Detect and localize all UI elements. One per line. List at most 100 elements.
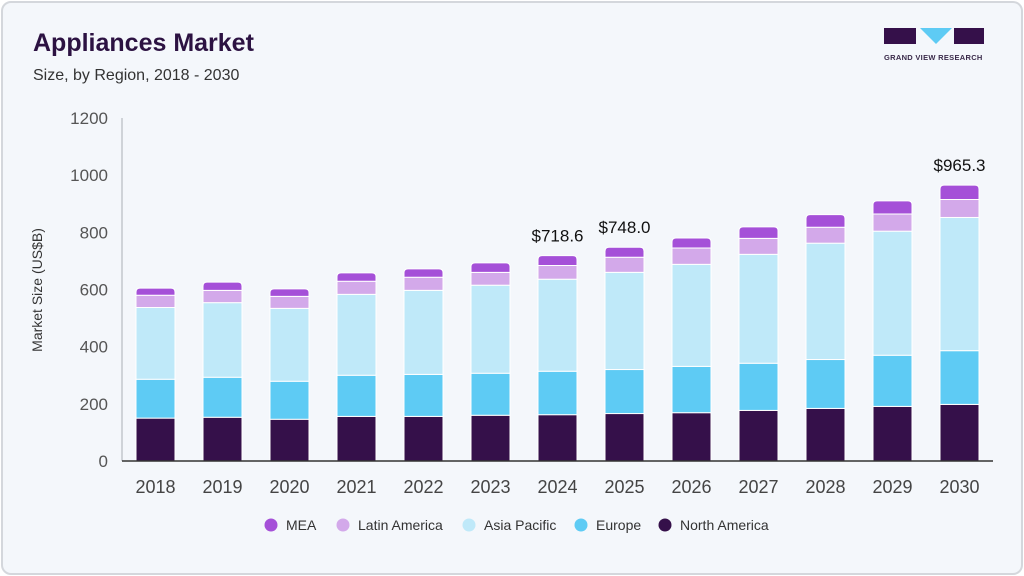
- bar-segment-mea: [805, 214, 846, 228]
- y-tick-label: 800: [80, 223, 108, 242]
- bar-segment-europe: [738, 362, 779, 411]
- bar-segment-north-america: [269, 418, 310, 462]
- logo-mark-icon: [884, 28, 984, 44]
- bar-segment-latin-america: [738, 237, 779, 255]
- bar-segment-mea: [135, 287, 176, 296]
- bar-segment-latin-america: [470, 271, 511, 286]
- bar-segment-asia-pacific: [202, 302, 243, 378]
- x-tick-label: 2030: [939, 477, 979, 497]
- y-axis-label: Market Size (US$B): [29, 228, 45, 352]
- bar-segment-north-america: [872, 405, 913, 462]
- bar-segment-europe: [135, 378, 176, 419]
- bar-segment-asia-pacific: [269, 307, 310, 382]
- bar-segment-europe: [336, 374, 377, 417]
- y-tick-label: 600: [80, 281, 108, 300]
- y-tick-label: 0: [99, 452, 108, 471]
- bar-segment-latin-america: [202, 289, 243, 304]
- bar-segment-north-america: [537, 414, 578, 462]
- y-tick-label: 1200: [70, 109, 108, 128]
- legend-swatch-asia-pacific: [462, 518, 476, 532]
- bar-segment-latin-america: [872, 213, 913, 232]
- bar-segment-europe: [872, 354, 913, 407]
- bar-segment-latin-america: [135, 294, 176, 309]
- legend-label: Europe: [596, 517, 641, 533]
- bar-segment-europe: [537, 370, 578, 416]
- x-tick-label: 2024: [537, 477, 577, 497]
- x-tick-label: 2027: [738, 477, 778, 497]
- legend-label: Asia Pacific: [484, 517, 556, 533]
- x-tick-label: 2026: [671, 477, 711, 497]
- bar-segment-mea: [269, 288, 310, 297]
- bar-segment-latin-america: [537, 264, 578, 280]
- bar-segment-latin-america: [671, 247, 712, 265]
- logo-text: GRAND VIEW RESEARCH: [884, 53, 983, 62]
- bar-segment-north-america: [604, 413, 645, 462]
- x-tick-label: 2018: [135, 477, 175, 497]
- chart-subtitle: Size, by Region, 2018 - 2030: [33, 67, 240, 84]
- bar-segment-mea: [537, 255, 578, 266]
- bar-segment-north-america: [738, 409, 779, 462]
- x-tick-label: 2025: [604, 477, 644, 497]
- x-tick-label: 2023: [470, 477, 510, 497]
- data-label-total: $718.6: [532, 227, 584, 246]
- grand-view-research-logo: GRAND VIEW RESEARCH: [884, 27, 984, 62]
- bar-segment-mea: [738, 226, 779, 239]
- bar-segment-north-america: [336, 415, 377, 462]
- x-tick-label: 2028: [805, 477, 845, 497]
- bar-segment-north-america: [805, 407, 846, 462]
- bar-segment-asia-pacific: [738, 253, 779, 364]
- x-tick-label: 2019: [202, 477, 242, 497]
- bar-segment-asia-pacific: [872, 230, 913, 356]
- bar-segment-europe: [269, 380, 310, 420]
- bar-segment-north-america: [470, 414, 511, 462]
- bar-segment-asia-pacific: [336, 293, 377, 376]
- data-label-total: $748.0: [599, 218, 651, 237]
- bar-segment-latin-america: [939, 198, 980, 218]
- x-tick-label: 2022: [403, 477, 443, 497]
- legend-swatch-mea: [264, 518, 278, 532]
- bar-segment-latin-america: [336, 280, 377, 295]
- bar-segment-asia-pacific: [805, 242, 846, 361]
- bar-segment-europe: [939, 350, 980, 405]
- bar-segment-europe: [805, 359, 846, 409]
- x-tick-label: 2029: [872, 477, 912, 497]
- x-tick-label: 2020: [269, 477, 309, 497]
- legend-swatch-europe: [574, 518, 588, 532]
- bar-segment-north-america: [403, 415, 444, 462]
- bar-segment-mea: [336, 272, 377, 282]
- bar-segment-mea: [470, 262, 511, 273]
- x-tick-label: 2021: [336, 477, 376, 497]
- bar-segment-europe: [202, 376, 243, 418]
- chart-title: Appliances Market: [33, 29, 254, 57]
- bar-segment-asia-pacific: [604, 271, 645, 371]
- bar-segment-mea: [202, 281, 243, 291]
- y-tick-label: 200: [80, 395, 108, 414]
- bar-segment-asia-pacific: [470, 284, 511, 374]
- bar-segment-europe: [671, 365, 712, 414]
- bar-segment-latin-america: [269, 295, 310, 309]
- bar-segment-europe: [470, 372, 511, 416]
- y-tick-label: 1000: [70, 166, 108, 185]
- bar-segment-mea: [872, 200, 913, 215]
- bar-segment-europe: [604, 369, 645, 415]
- bar-segment-mea: [671, 237, 712, 249]
- bar-segment-north-america: [671, 412, 712, 462]
- bar-segment-mea: [604, 246, 645, 258]
- bar-segment-mea: [403, 268, 444, 278]
- legend-swatch-latin-america: [336, 518, 350, 532]
- bar-segment-asia-pacific: [939, 216, 980, 352]
- legend-label: North America: [680, 517, 769, 533]
- legend-label: MEA: [286, 517, 317, 533]
- data-label-total: $965.3: [934, 156, 986, 175]
- bar-segment-north-america: [939, 403, 980, 462]
- bar-segment-latin-america: [805, 226, 846, 244]
- bar-segment-asia-pacific: [403, 289, 444, 375]
- bar-segment-mea: [939, 184, 980, 200]
- legend-label: Latin America: [358, 517, 443, 533]
- y-tick-label: 400: [80, 338, 108, 357]
- bar-segment-latin-america: [604, 256, 645, 273]
- bar-segment-asia-pacific: [537, 278, 578, 372]
- bar-segment-asia-pacific: [135, 307, 176, 380]
- bar-segment-latin-america: [403, 276, 444, 291]
